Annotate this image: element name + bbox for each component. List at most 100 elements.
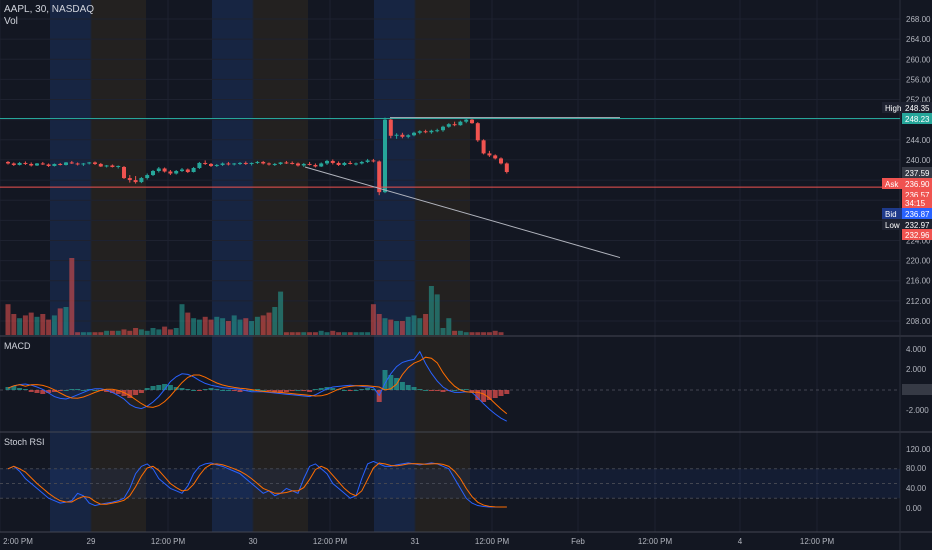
candle[interactable]	[307, 163, 312, 165]
candle[interactable]	[127, 178, 132, 181]
candle[interactable]	[441, 126, 445, 131]
candle[interactable]	[464, 119, 469, 122]
candle[interactable]	[197, 162, 202, 168]
candle[interactable]	[6, 161, 10, 164]
candle[interactable]	[348, 162, 353, 164]
candle[interactable]	[499, 158, 503, 164]
candle[interactable]	[104, 165, 109, 167]
macd-line[interactable]	[7, 350, 508, 422]
candle[interactable]	[17, 162, 22, 165]
candle[interactable]	[58, 163, 63, 165]
candle[interactable]	[261, 161, 266, 164]
candle[interactable]	[296, 163, 300, 166]
candle[interactable]	[278, 162, 283, 164]
candle[interactable]	[69, 162, 74, 164]
candle[interactable]	[110, 165, 115, 167]
candle[interactable]	[383, 119, 387, 193]
candle[interactable]	[203, 162, 208, 164]
candle[interactable]	[301, 163, 306, 166]
candle[interactable]	[243, 162, 248, 164]
candle[interactable]	[156, 168, 161, 172]
candle[interactable]	[475, 123, 480, 141]
signal-line[interactable]	[7, 356, 508, 415]
candle[interactable]	[81, 163, 86, 165]
candle[interactable]	[493, 155, 498, 159]
stoch-rsi-label[interactable]: Stoch RSI	[4, 437, 45, 447]
candle[interactable]	[371, 160, 376, 162]
candle[interactable]	[377, 161, 382, 193]
volume-bar	[22, 315, 28, 335]
candle[interactable]	[319, 163, 324, 167]
candle[interactable]	[98, 163, 103, 167]
stoch-d-line[interactable]	[7, 462, 507, 508]
volume-bar	[75, 332, 81, 335]
candle[interactable]	[209, 163, 213, 166]
candle[interactable]	[40, 163, 45, 165]
candle[interactable]	[365, 160, 370, 162]
candle[interactable]	[313, 164, 318, 167]
candle[interactable]	[180, 169, 184, 172]
candle[interactable]	[359, 161, 364, 164]
candle[interactable]	[232, 163, 237, 165]
candle[interactable]	[122, 166, 126, 179]
candle[interactable]	[87, 162, 92, 164]
candle[interactable]	[417, 131, 422, 133]
candle[interactable]	[504, 163, 509, 173]
candle[interactable]	[406, 135, 411, 137]
candle[interactable]	[388, 119, 393, 136]
candle[interactable]	[185, 169, 190, 173]
candle[interactable]	[429, 130, 434, 133]
candle[interactable]	[35, 163, 39, 166]
volume-bar	[34, 316, 40, 335]
candle[interactable]	[191, 167, 196, 173]
candle[interactable]	[435, 130, 440, 132]
candle[interactable]	[325, 160, 329, 164]
candle[interactable]	[93, 162, 97, 164]
candle[interactable]	[174, 171, 179, 174]
candle[interactable]	[226, 163, 231, 165]
candle[interactable]	[139, 178, 144, 183]
candle[interactable]	[354, 163, 358, 165]
candle[interactable]	[423, 131, 428, 133]
candle[interactable]	[11, 163, 16, 165]
candle[interactable]	[487, 153, 492, 156]
candle[interactable]	[330, 160, 335, 163]
candle[interactable]	[145, 175, 150, 179]
candle[interactable]	[168, 171, 173, 174]
candle[interactable]	[446, 124, 451, 127]
candle[interactable]	[46, 164, 51, 166]
macd-label[interactable]: MACD	[4, 341, 31, 351]
candle[interactable]	[238, 162, 242, 164]
trendline[interactable]	[304, 166, 621, 259]
candle[interactable]	[290, 162, 295, 164]
symbol-header[interactable]: AAPL, 30, NASDAQ	[4, 4, 95, 15]
candle[interactable]	[400, 134, 405, 137]
candle[interactable]	[151, 171, 155, 176]
candle[interactable]	[64, 162, 68, 165]
candle[interactable]	[162, 168, 167, 172]
candle[interactable]	[220, 163, 225, 165]
candle[interactable]	[342, 162, 347, 165]
candle[interactable]	[394, 134, 399, 136]
candle[interactable]	[284, 162, 289, 164]
candle[interactable]	[267, 163, 271, 165]
candle[interactable]	[214, 164, 219, 166]
candle[interactable]	[470, 119, 474, 124]
candle[interactable]	[481, 140, 486, 154]
candle[interactable]	[412, 132, 416, 136]
candle[interactable]	[29, 163, 34, 166]
candle[interactable]	[133, 180, 138, 183]
candle[interactable]	[272, 163, 277, 165]
candle[interactable]	[452, 124, 457, 126]
candle[interactable]	[75, 163, 80, 165]
candle[interactable]	[116, 165, 121, 167]
candle[interactable]	[52, 163, 57, 166]
candle[interactable]	[458, 121, 463, 126]
candle[interactable]	[336, 162, 341, 165]
candle[interactable]	[255, 161, 260, 163]
candle[interactable]	[249, 162, 254, 164]
volume-label[interactable]: Vol	[4, 16, 18, 27]
candle[interactable]	[23, 162, 28, 164]
